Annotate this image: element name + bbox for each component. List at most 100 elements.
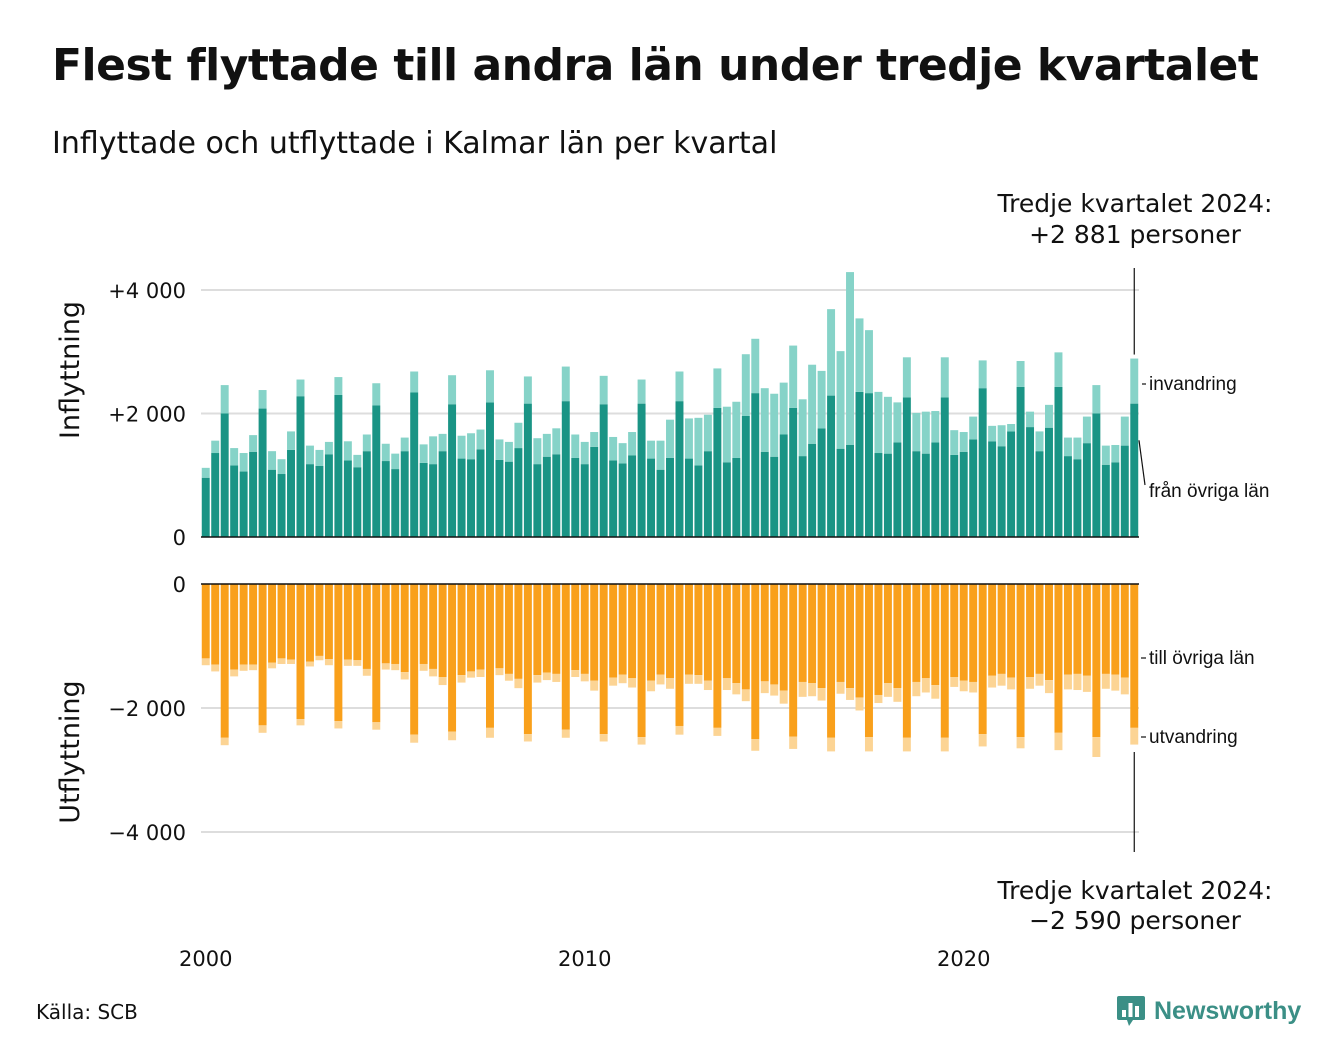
bar-inflow-immigration [438,433,447,452]
bar-outflow-emigration [864,737,873,752]
bar-inflow-domestic [448,404,457,537]
bar-inflow-immigration [353,454,362,468]
bar-inflow-immigration [400,437,409,452]
bar-outflow-domestic [220,584,229,738]
bar-inflow-immigration [647,440,656,459]
bar-inflow-immigration [391,453,400,470]
bar-outflow-emigration [334,721,343,729]
bar-inflow-domestic [362,451,371,537]
bar-outflow-emigration [381,663,390,670]
bar-outflow-emigration [666,678,674,689]
inflow-bars [201,272,1139,537]
x-tick-label: 2020 [937,947,990,971]
bar-outflow-domestic [1026,584,1035,677]
bar-outflow-domestic [457,584,466,676]
bar-outflow-domestic [561,584,570,730]
bar-outflow-emigration [618,674,627,684]
bar-outflow-domestic [258,584,267,726]
bar-outflow-domestic [552,584,561,674]
bar-inflow-domestic [1101,464,1110,537]
bar-outflow-domestic [580,584,589,674]
bar-outflow-domestic [438,584,447,677]
bar-outflow-emigration [760,681,769,694]
bar-outflow-domestic [400,584,409,673]
bar-inflow-immigration [656,440,665,470]
bar-outflow-emigration [722,678,731,691]
bar-inflow-domestic [381,461,390,537]
bar-inflow-immigration [372,383,381,406]
bar-inflow-immigration [1035,431,1044,452]
bar-inflow-immigration [1082,416,1091,444]
bar-outflow-domestic [495,584,504,669]
bar-inflow-domestic [808,443,817,537]
bar-inflow-domestic [590,446,599,537]
bar-outflow-emigration [959,680,968,692]
bar-outflow-emigration [476,669,485,677]
bar-inflow-immigration [239,453,248,472]
bar-inflow-domestic [353,467,362,537]
chart-title: Flest flyttade till andra län under tred… [52,40,1259,91]
bar-inflow-domestic [552,454,561,537]
bar-inflow-domestic [211,453,220,537]
bar-inflow-immigration [855,318,864,392]
bar-outflow-domestic [410,584,419,735]
bar-inflow-domestic [410,392,419,537]
bar-outflow-emigration [239,664,248,671]
bar-outflow-emigration [372,722,381,730]
bar-outflow-domestic [571,584,580,671]
bar-outflow-domestic [969,584,978,682]
bar-outflow-domestic [846,584,854,689]
bar-inflow-immigration [429,436,438,465]
bar-outflow-domestic [703,584,712,681]
bar-outflow-emigration [533,675,542,683]
bar-inflow-immigration [741,354,750,416]
bar-inflow-domestic [571,457,580,537]
bar-outflow-emigration [1082,675,1091,692]
bar-outflow-domestic [1063,584,1072,675]
brand-name: Newsworthy [1154,996,1302,1025]
bar-inflow-domestic [874,453,883,537]
bar-inflow-immigration [988,425,997,442]
bar-outflow-domestic [523,584,532,735]
bar-inflow-domestic [1092,413,1101,537]
bar-outflow-domestic [637,584,646,738]
bar-inflow-immigration [457,435,466,459]
bar-inflow-immigration [675,371,684,402]
bar-inflow-immigration [836,351,845,449]
bar-outflow-emigration [921,678,930,693]
bar-outflow-emigration [1026,677,1035,689]
bar-outflow-domestic [486,584,494,728]
bar-inflow-immigration [637,379,646,404]
bar-inflow-immigration [893,402,902,443]
bar-inflow-domestic [268,469,277,537]
bar-outflow-emigration [211,664,220,672]
bar-inflow-immigration [523,376,532,404]
bar-outflow-domestic [514,584,523,679]
bar-inflow-domestic [305,464,314,537]
bar-outflow-domestic [1082,584,1091,676]
bar-outflow-emigration [542,672,551,681]
bar-outflow-emigration [817,688,826,701]
bar-outflow-emigration [599,734,608,742]
bar-inflow-domestic [902,397,911,537]
bar-inflow-domestic [400,451,409,537]
bar-outflow-emigration [220,737,229,746]
bar-outflow-emigration [940,737,949,752]
bar-inflow-domestic [893,442,902,537]
bar-inflow-immigration [1016,361,1025,387]
bar-inflow-immigration [874,391,883,454]
bar-inflow-domestic [959,451,968,537]
bar-inflow-domestic [296,396,305,537]
bar-inflow-immigration [324,441,333,455]
bar-inflow-domestic [760,451,769,537]
bar-outflow-domestic [1101,584,1110,674]
bar-outflow-domestic [1092,584,1101,738]
bar-inflow-immigration [599,375,608,405]
bar-inflow-domestic [561,401,570,537]
bar-inflow-domestic [751,393,760,537]
bar-inflow-immigration [978,360,987,389]
bar-inflow-immigration [969,416,978,440]
bar-inflow-domestic [504,461,513,537]
newsworthy-logo[interactable]: Newsworthy [1116,994,1301,1028]
bar-outflow-emigration [571,670,580,677]
